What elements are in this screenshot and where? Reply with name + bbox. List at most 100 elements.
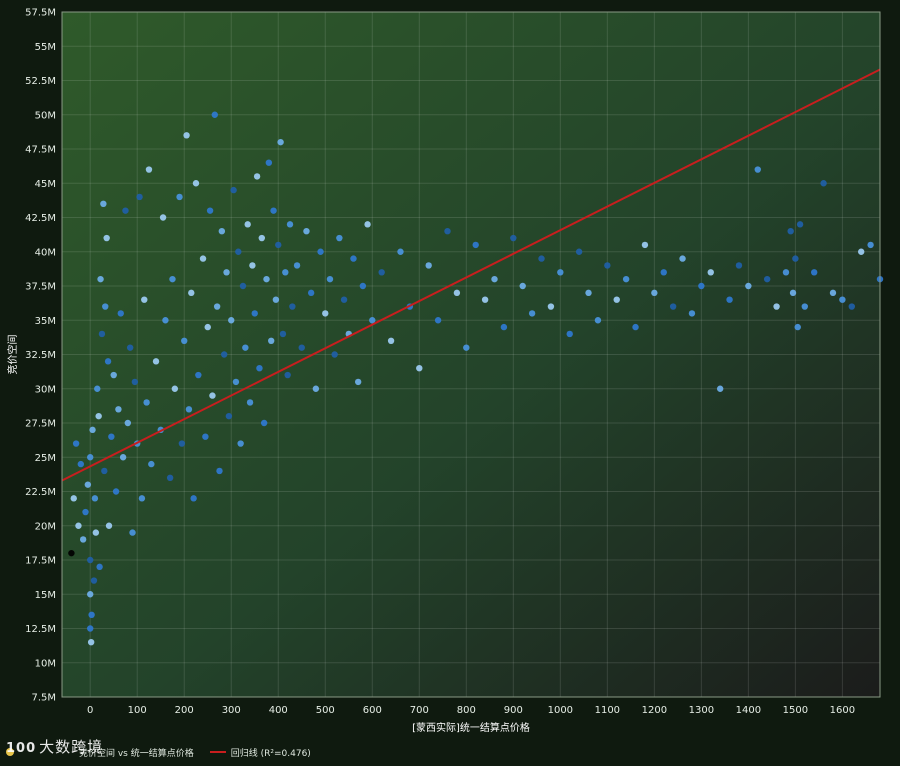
scatter-point [94,385,101,392]
scatter-point [251,310,258,317]
scatter-point [169,275,176,283]
scatter-point [286,221,294,228]
plot-area [62,12,880,697]
legend-regression-label: 回归线 (R²=0.476) [230,748,311,759]
scatter-point [220,351,228,358]
scatter-point [246,399,254,406]
scatter-point [136,193,143,201]
y-tick-label: 50M [35,110,56,121]
scatter-points [68,111,884,646]
scatter-point [152,358,160,365]
scatter-point [265,159,273,166]
scatter-point [566,330,573,338]
scatter-point [773,303,780,310]
scatter-point [810,269,818,276]
legend-item-scatter[interactable]: 竞价空间 vs 统一结算点价格 [6,746,194,759]
scatter-point [91,495,99,502]
scatter-point [237,440,244,447]
scatter-point [141,296,148,303]
scatter-point [263,275,270,283]
scatter-point [350,255,357,262]
scatter-point [359,282,367,290]
scatter-point [745,282,752,290]
scatter-point [112,488,120,495]
x-tick-labels: 0 100 200 300 400 500 600 700 800 900 1000 1100 1200… [87,705,855,716]
legend-item-regression[interactable]: 回归线 (R²=0.476) [209,746,311,759]
scatter-point [122,207,129,214]
scatter-point [336,234,343,242]
scatter-point [735,262,743,269]
scatter-point [256,365,263,372]
scatter-point [138,495,146,502]
scatter-point [70,495,77,502]
y-tick-label: 55M [35,42,56,53]
scatter-point [188,289,195,297]
scatter-point [148,460,155,468]
x-tick-label: 1200 [642,705,667,716]
scatter-point [117,310,124,317]
scatter-point [312,385,320,392]
x-tick-label: 500 [316,705,335,716]
scatter-point [95,412,102,420]
scatter-point [378,269,385,276]
scatter-point [839,296,846,303]
scatter-point [613,296,620,303]
x-tick-label: 0 [87,705,93,716]
scatter-point [230,186,237,194]
scatter-point [89,426,96,434]
scatter-point [88,611,95,618]
scatter-point [557,269,564,276]
scatter-point [575,248,583,255]
scatter-point [547,303,555,310]
scatter-point [204,323,211,331]
scatter-point [322,310,329,317]
scatter-point [510,234,517,242]
scatter-point [528,310,536,317]
scatter-point [331,351,338,358]
scatter-point [124,419,132,427]
scatter-point [293,262,301,269]
scatter-point [726,296,733,303]
scatter-point [244,221,251,228]
scatter-point [87,556,94,564]
scatter-point [277,138,284,146]
scatter-point [213,303,221,310]
y-tick-label: 7.5M [31,693,56,704]
scatter-point [199,255,207,262]
watermark-mark: 100 [6,741,37,756]
x-tick-label: 700 [410,705,429,716]
scatter-point [218,228,226,235]
y-tick-label: 30M [35,384,56,395]
x-tick-label: 300 [222,705,241,716]
scatter-point [491,275,498,283]
scatter-point [453,289,461,297]
scatter-point [317,248,324,255]
scatter-point [176,193,183,201]
scatter-point [211,111,218,118]
legend-regression-swatch [209,751,226,753]
x-axis-title: [蒙西实际]统一结算点价格 [412,721,530,734]
scatter-point [258,234,265,242]
scatter-point [129,529,136,536]
scatter-point [307,289,315,297]
scatter-point [195,371,202,379]
y-tick-label: 47.5M [25,145,56,156]
scatter-point [275,241,282,249]
scatter-point [87,639,95,646]
scatter-point [303,228,310,235]
scatter-point [801,303,808,310]
y-tick-label: 15M [35,590,56,601]
scatter-point [143,399,150,406]
scatter-point [867,241,874,249]
scatter-point [289,303,296,310]
scatter-point [239,282,247,290]
scatter-point [171,385,179,392]
x-tick-label: 1500 [783,705,808,716]
y-axis-title: 竞价空间 [6,335,19,375]
scatter-point [202,433,209,440]
scatter-point [820,180,827,187]
scatter-point [249,262,256,269]
scatter-point [181,337,188,344]
scatter-point [84,481,92,488]
scatter-point [326,275,334,283]
